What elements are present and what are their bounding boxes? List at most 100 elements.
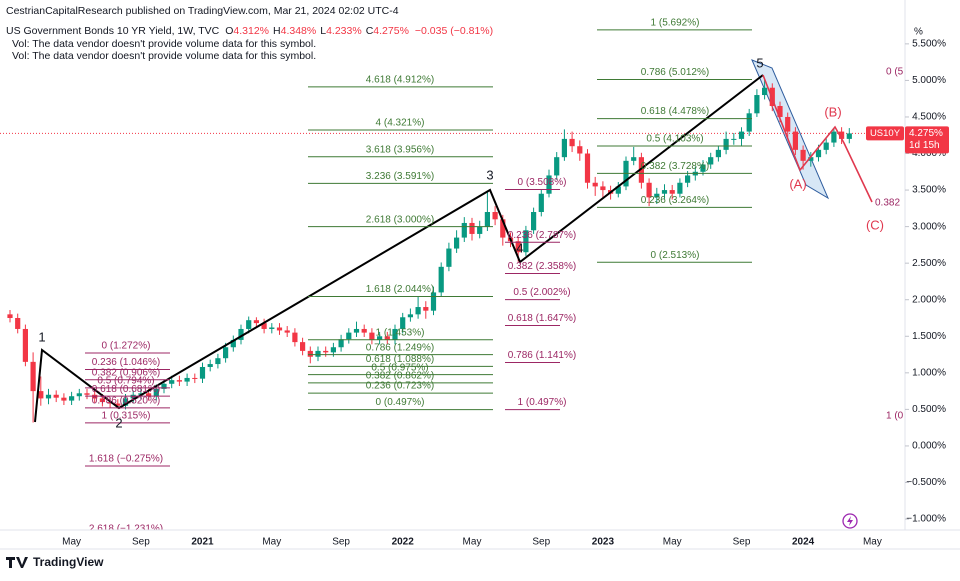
fib-level-label: 4 (4.321%) — [376, 118, 425, 129]
y-tick-label: 3.000% — [912, 221, 946, 232]
candle-body — [315, 350, 321, 357]
candle-body — [199, 366, 206, 379]
candle-body — [762, 87, 768, 96]
candle-body — [238, 328, 244, 340]
wave-label: (C) — [866, 217, 884, 232]
price-tag-label: 4.275% — [909, 128, 943, 139]
x-tick-label: 2021 — [191, 537, 214, 548]
x-tick-label: 2024 — [792, 537, 815, 548]
x-tick-label: 2023 — [592, 537, 615, 548]
wave-label: 3 — [486, 167, 493, 182]
fib-level-label: 0.618 (1.088%) — [366, 354, 434, 365]
candle-body — [146, 393, 152, 397]
y-tick-label: 5.000% — [912, 75, 946, 86]
candle-body — [45, 394, 52, 399]
countdown-label: 1d 15h — [909, 140, 940, 151]
symbol-line: US Government Bonds 10 YR Yield, 1W, TVC… — [6, 25, 493, 37]
symbol-tag — [866, 126, 904, 141]
candle-body — [15, 318, 21, 329]
candle-body — [115, 403, 121, 406]
candle-body — [99, 398, 105, 403]
fib-level-label: 0.236 (3.264%) — [641, 195, 709, 206]
candle-body — [207, 364, 213, 367]
candle-body — [400, 317, 406, 329]
candle-body — [685, 175, 691, 183]
candle-body — [161, 383, 167, 389]
candle-body — [477, 226, 483, 234]
candle-body — [515, 241, 521, 253]
candle-body — [369, 332, 375, 340]
candle-body — [669, 190, 675, 194]
candle-body — [107, 402, 113, 404]
fib-level-label: 0.382 (2.358%) — [508, 261, 576, 272]
ohlc-key: H — [273, 25, 281, 37]
candle-body — [230, 339, 236, 348]
candle-body — [69, 396, 75, 401]
x-tick-label: May — [262, 537, 281, 548]
y-tick-label: 3.500% — [912, 185, 946, 196]
candle-body — [7, 314, 13, 318]
x-tick-label: May — [62, 537, 81, 548]
candle-body — [253, 320, 259, 324]
candle-body — [153, 388, 159, 397]
fib-level-label: 3.236 (3.591%) — [366, 171, 434, 182]
edge-label: 1 (0 — [886, 411, 904, 422]
x-tick-label: May — [463, 537, 482, 548]
candle-body — [276, 327, 283, 331]
fib-level-label: 1 (5.692%) — [651, 17, 700, 28]
candle-body — [708, 157, 714, 165]
fib-level-label: 1 (1.453%) — [376, 327, 425, 338]
candle-body — [330, 347, 336, 353]
candle-body — [415, 307, 421, 315]
wave-label: 5 — [756, 55, 763, 70]
candle-body — [661, 190, 668, 194]
candle-body — [61, 397, 67, 401]
candle-body — [815, 149, 822, 158]
candle-body — [823, 142, 829, 150]
candle-body — [754, 95, 760, 114]
candle-body — [430, 292, 437, 311]
fib-level-label: 0.382 (3.728%) — [641, 161, 709, 172]
candle-body — [269, 327, 275, 329]
fib-level-label: 0.382 (0.862%) — [366, 371, 434, 382]
x-tick-label: Sep — [332, 537, 350, 548]
edge-label: 0 (5 — [886, 67, 904, 78]
fib-level-label: 1 (0.497%) — [518, 397, 567, 408]
candle-body — [785, 116, 791, 132]
x-tick-label: Sep — [132, 537, 150, 548]
y-tick-label: 1.500% — [912, 331, 946, 342]
x-tick-label: May — [863, 537, 882, 548]
fib-level-label: 0.786 (1.249%) — [366, 342, 434, 353]
event-icon[interactable] — [842, 513, 858, 529]
candle-body — [523, 230, 529, 253]
y-tick-label: 0.000% — [912, 441, 946, 452]
fib-level-label: 0 (1.272%) — [102, 341, 151, 352]
fib-level-label: 0.786 (0.520%) — [92, 396, 160, 407]
candle-body — [615, 186, 621, 194]
fib-level-label: 0 (3.508%) — [518, 177, 567, 188]
fib-level-label: 0.618 (0.681%) — [92, 384, 160, 395]
y-tick-label: 5.500% — [912, 39, 946, 50]
candle-body — [800, 149, 806, 161]
impulse-wave — [34, 74, 764, 423]
fib-level-label: 1 (0.315%) — [102, 411, 151, 422]
candle-body — [839, 131, 845, 139]
candle-body — [731, 138, 737, 140]
event-icon-bolt — [847, 516, 853, 526]
fib-level-label: 0.5 (4.103%) — [646, 134, 703, 145]
candle-body — [407, 314, 413, 318]
fib-level-label: 0 (2.513%) — [651, 250, 700, 261]
candle-body — [738, 131, 745, 139]
fib-level-label: 4.618 (4.912%) — [366, 74, 434, 85]
fib-level-label: 0 (0.497%) — [376, 397, 425, 408]
candle-body — [323, 350, 329, 353]
candle-body — [777, 106, 783, 117]
brand-logo — [6, 557, 28, 568]
candle-body — [746, 113, 752, 132]
candle-body — [723, 138, 729, 150]
fib-level-label: 2.618 (3.000%) — [366, 214, 434, 225]
symbol-tag-label: US10Y — [870, 128, 901, 139]
candle-body — [631, 157, 637, 161]
fib-level-label: 0.5 (0.794%) — [97, 376, 154, 387]
fib-level-label: 0.236 (2.787%) — [508, 230, 576, 241]
